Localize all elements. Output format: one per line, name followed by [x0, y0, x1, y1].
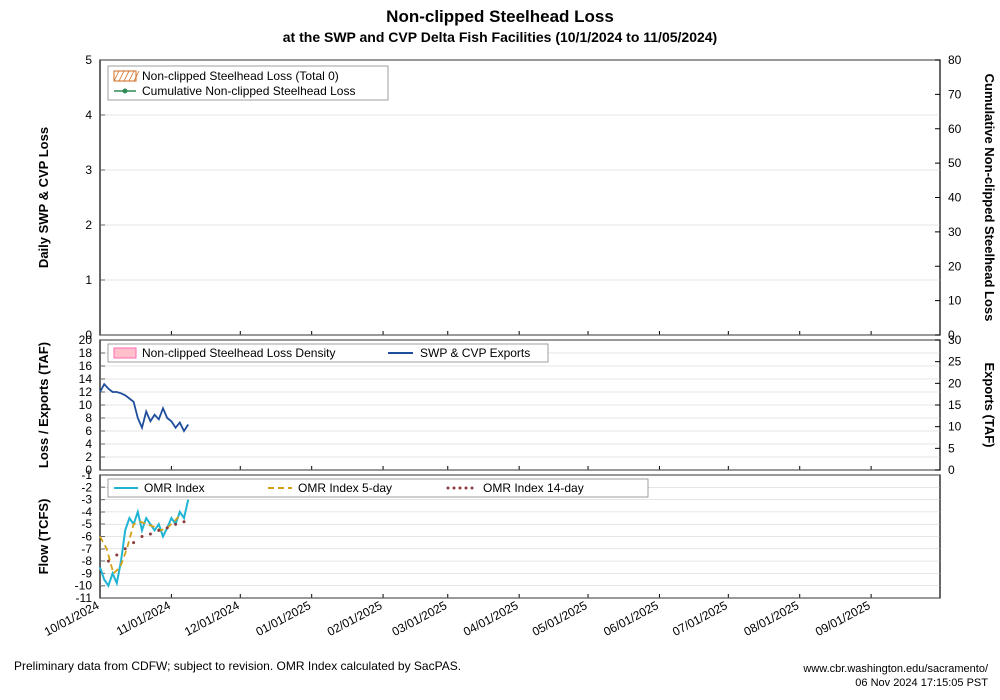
- legend-swatch: [459, 487, 462, 490]
- y-tick-label: 25: [948, 355, 962, 369]
- y-tick-label: 15: [948, 398, 962, 412]
- y-tick-label: 20: [79, 333, 93, 347]
- y-tick-label: -10: [75, 579, 93, 593]
- x-tick-label: 09/01/2025: [813, 598, 873, 639]
- x-tick-label: 12/01/2024: [182, 598, 242, 639]
- x-tick-label: 11/01/2024: [114, 598, 173, 638]
- y-tick-label: 5: [85, 53, 92, 67]
- y-tick-label: 0: [948, 463, 955, 477]
- omr-14day-dot: [166, 526, 169, 529]
- y-tick-label: 1: [85, 273, 92, 287]
- omr-14day-dot: [174, 523, 177, 526]
- y-tick-label: -2: [81, 480, 92, 494]
- y-tick-label: 14: [79, 372, 93, 386]
- panel2-y-right-label: Exports (TAF): [982, 363, 997, 448]
- y-tick-label: 16: [79, 359, 93, 373]
- x-tick-label: 04/01/2025: [461, 598, 521, 639]
- omr-index-line: [100, 500, 188, 586]
- exports-line: [100, 384, 188, 431]
- y-tick-label: 60: [948, 122, 962, 136]
- omr-14day-dot: [141, 535, 144, 538]
- y-tick-label: 6: [85, 424, 92, 438]
- panel-border: [100, 60, 940, 335]
- legend-label: SWP & CVP Exports: [420, 346, 530, 360]
- legend-label: Non-clipped Steelhead Loss Density: [142, 346, 335, 360]
- legend-dot: [123, 89, 128, 94]
- legend-swatch: [471, 487, 474, 490]
- footer-left: Preliminary data from CDFW; subject to r…: [14, 659, 461, 673]
- y-tick-label: 50: [948, 156, 962, 170]
- y-tick-label: 12: [79, 385, 93, 399]
- y-tick-label: 8: [85, 411, 92, 425]
- y-tick-label: 30: [948, 225, 962, 239]
- y-tick-label: 18: [79, 346, 93, 360]
- chart-svg: Non-clipped Steelhead Loss at the SWP and…: [0, 0, 1000, 700]
- legend-label: OMR Index 5-day: [298, 481, 392, 495]
- legend-swatch: [453, 487, 456, 490]
- y-tick-label: 4: [85, 108, 92, 122]
- x-tick-label: 02/01/2025: [325, 598, 385, 639]
- legend-swatch: [114, 348, 136, 358]
- y-tick-label: 30: [948, 333, 962, 347]
- omr-14day-dot: [132, 541, 135, 544]
- y-tick-label: -5: [81, 517, 92, 531]
- footer-right-1: www.cbr.washington.edu/sacramento/: [802, 663, 989, 675]
- x-tick-label: 07/01/2025: [670, 598, 730, 639]
- y-tick-label: -8: [81, 554, 92, 568]
- footer-right-2: 06 Nov 2024 17:15:05 PST: [855, 677, 988, 689]
- omr-14day-dot: [124, 547, 127, 550]
- y-tick-label: 2: [85, 218, 92, 232]
- omr-14day-dot: [115, 553, 118, 556]
- y-tick-label: -11: [76, 591, 93, 605]
- chart-root: Non-clipped Steelhead Loss at the SWP and…: [0, 0, 1000, 700]
- y-tick-label: 10: [948, 294, 962, 308]
- y-tick-label: -4: [81, 505, 92, 519]
- y-tick-label: 4: [85, 437, 92, 451]
- y-tick-label: 70: [948, 87, 962, 101]
- x-tick-label: 06/01/2025: [601, 598, 661, 639]
- x-tick-label: 05/01/2025: [530, 598, 590, 639]
- panel1-y-left-label: Daily SWP & CVP Loss: [36, 127, 51, 268]
- y-tick-label: -7: [81, 542, 92, 556]
- omr-14day-dot: [149, 533, 152, 536]
- panel1-y-right-label: Cumulative Non-clipped Steelhead Loss: [982, 74, 997, 322]
- legend-swatch: [465, 487, 468, 490]
- y-tick-label: 40: [948, 191, 962, 205]
- legend-label: OMR Index 14-day: [483, 481, 584, 495]
- x-tick-label: 03/01/2025: [390, 598, 450, 639]
- legend-label: OMR Index: [144, 481, 205, 495]
- legend-swatch: [447, 487, 450, 490]
- omr-14day-dot: [107, 560, 110, 563]
- title-sub: at the SWP and CVP Delta Fish Facilities…: [283, 29, 717, 45]
- y-tick-label: -9: [81, 566, 92, 580]
- x-tick-label: 10/01/2024: [42, 598, 102, 639]
- title-main: Non-clipped Steelhead Loss: [386, 7, 614, 26]
- y-tick-label: 20: [948, 259, 962, 273]
- omr-14day-dot: [157, 529, 160, 532]
- y-tick-label: 20: [948, 376, 962, 390]
- x-tick-label: 08/01/2025: [742, 598, 802, 639]
- panel3-y-left-label: Flow (TCFS): [36, 499, 51, 575]
- y-tick-label: -6: [81, 530, 92, 544]
- x-tick-label: 01/01/2025: [253, 598, 313, 639]
- legend-label: Cumulative Non-clipped Steelhead Loss: [142, 84, 355, 98]
- y-tick-label: 5: [948, 441, 955, 455]
- y-tick-label: -3: [81, 493, 92, 507]
- y-tick-label: 80: [948, 53, 962, 67]
- panel2-y-left-label: Loss / Exports (TAF): [36, 342, 51, 468]
- legend-label: Non-clipped Steelhead Loss (Total 0): [142, 69, 339, 83]
- y-tick-label: 3: [85, 163, 92, 177]
- y-tick-label: 10: [79, 398, 93, 412]
- y-tick-label: 10: [948, 420, 962, 434]
- y-tick-label: -1: [81, 468, 92, 482]
- omr-14day-dot: [183, 520, 186, 523]
- y-tick-label: 2: [85, 450, 92, 464]
